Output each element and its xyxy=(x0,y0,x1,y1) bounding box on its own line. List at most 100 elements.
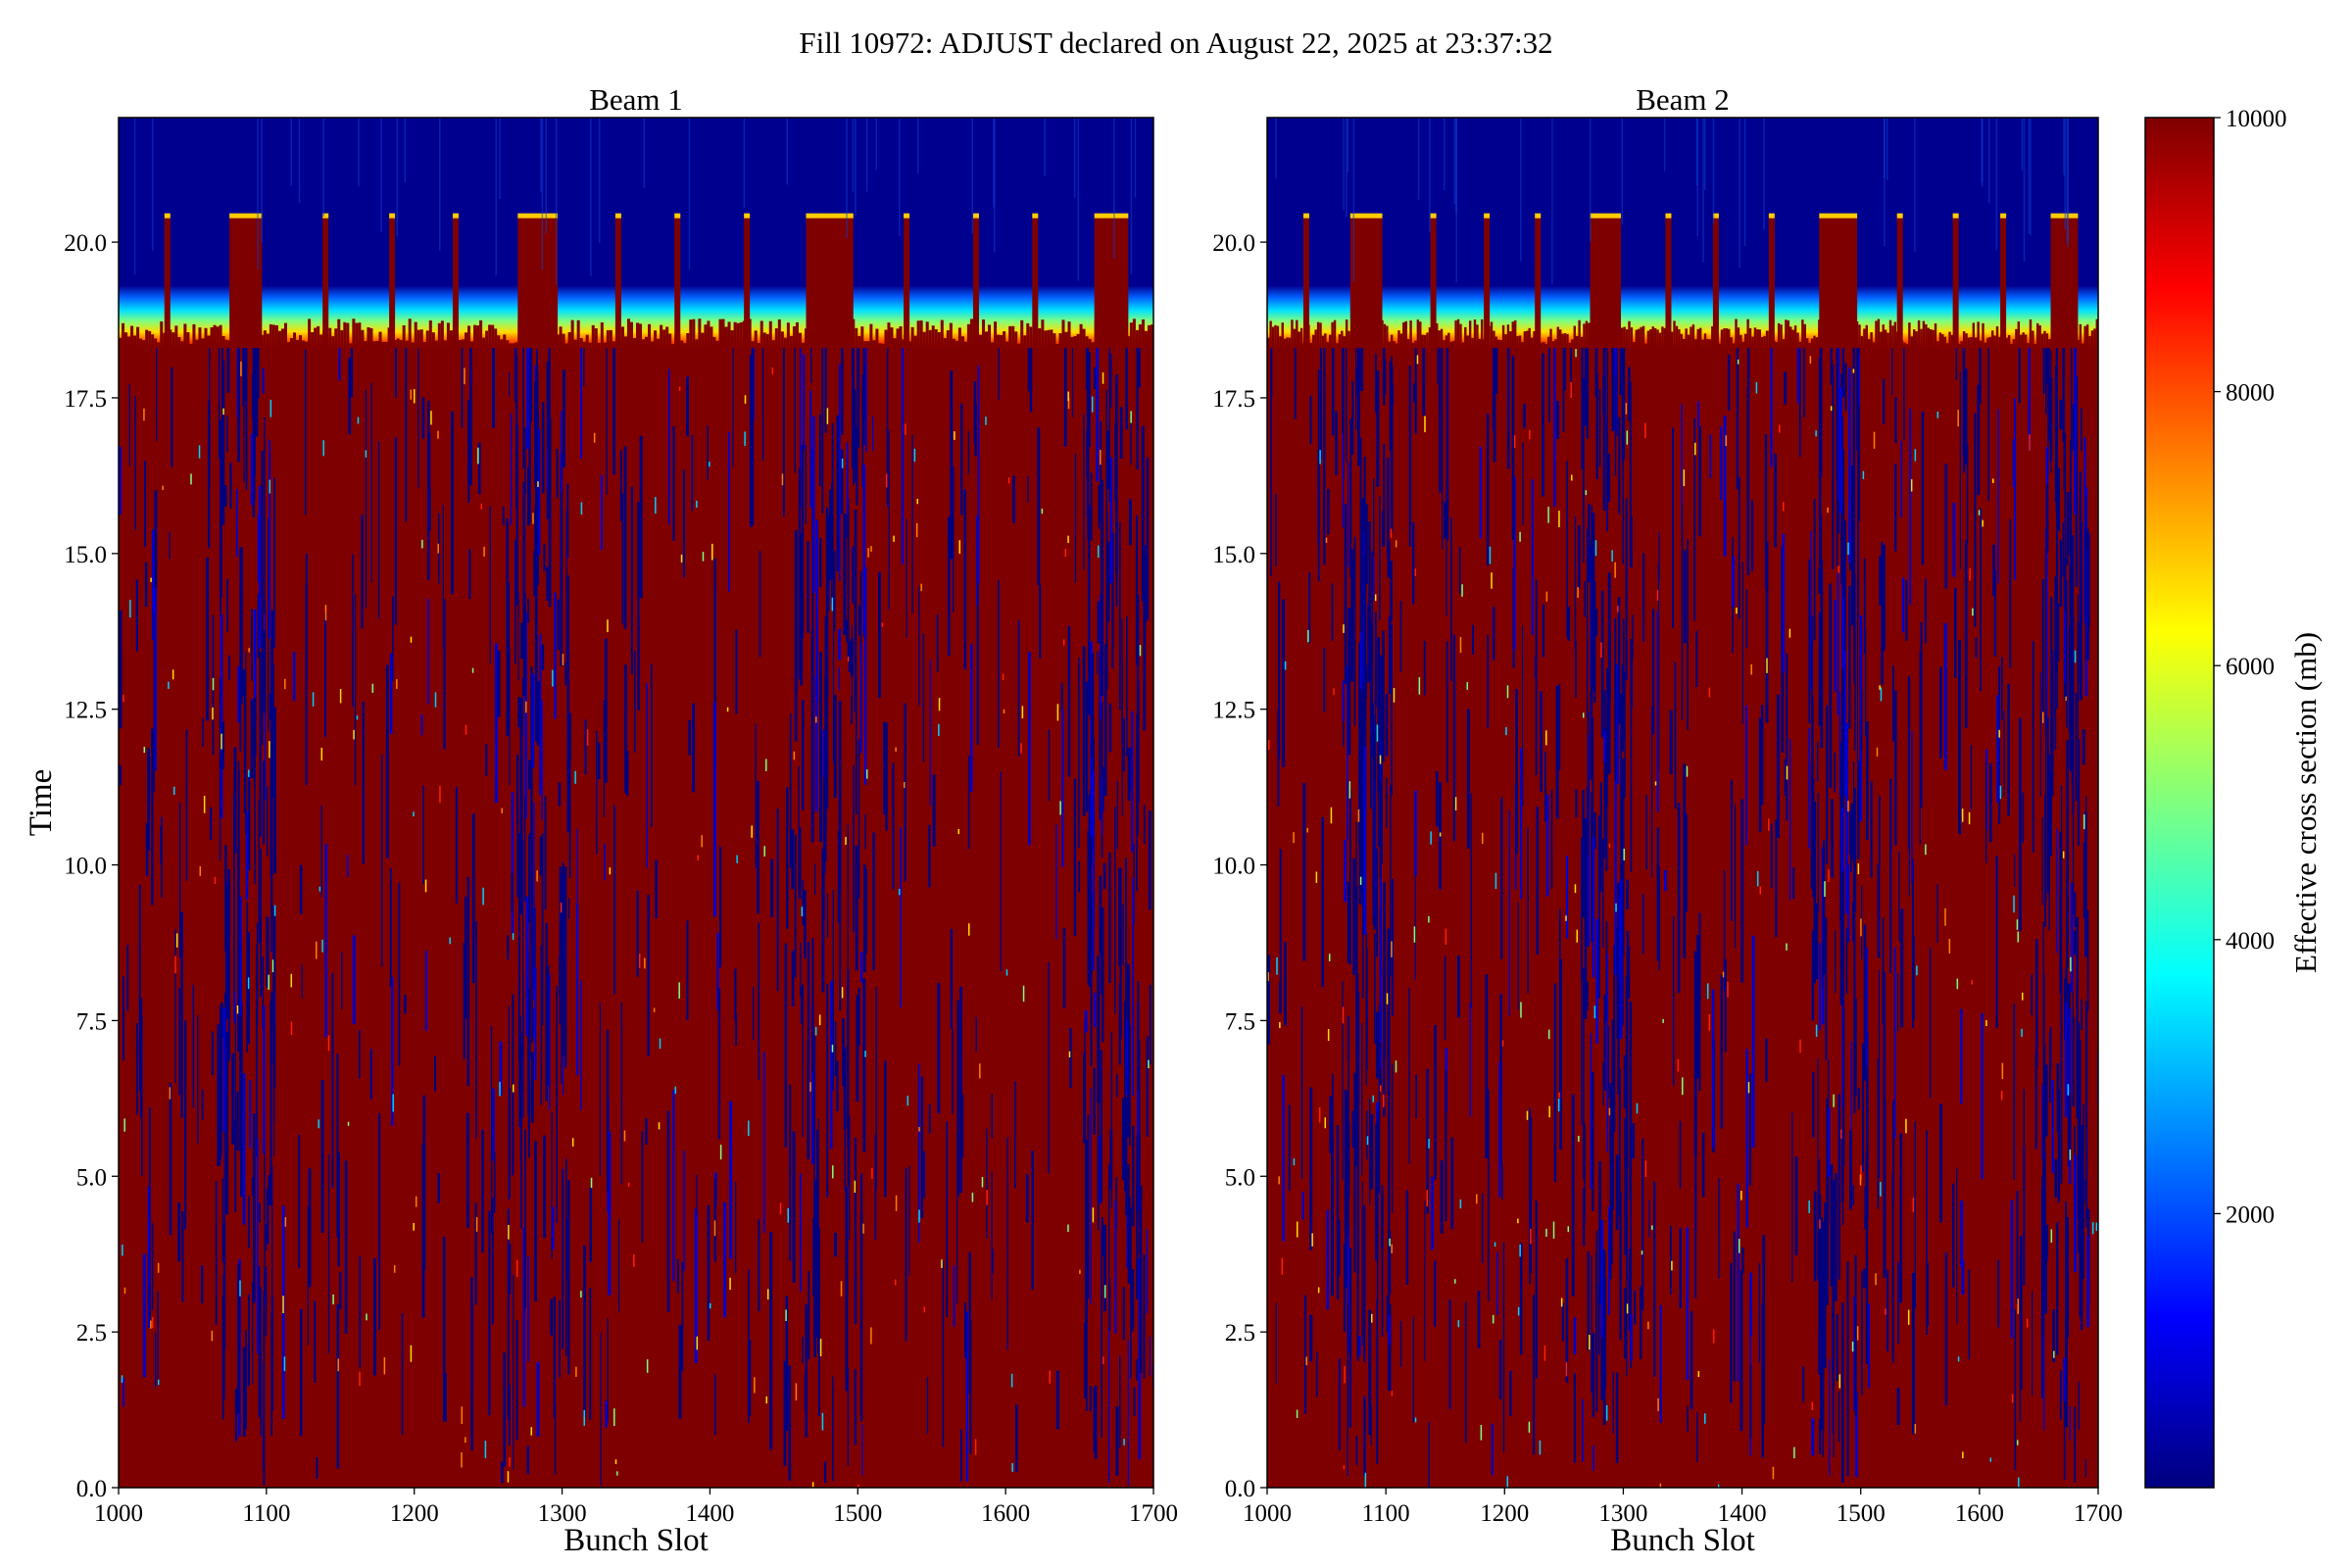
low-streak xyxy=(1508,809,1511,1016)
speckle xyxy=(1589,1335,1591,1350)
low-streak xyxy=(808,1271,810,1360)
low-streak xyxy=(1581,969,1583,1125)
low-streak xyxy=(359,1255,362,1368)
low-streak xyxy=(1365,932,1367,1086)
low-streak xyxy=(1640,1286,1642,1359)
low-streak xyxy=(1062,928,1066,1008)
low-streak xyxy=(1118,522,1121,710)
low-streak xyxy=(1812,831,1816,898)
edge-cell xyxy=(757,342,760,350)
low-streak xyxy=(1863,558,1866,655)
low-streak xyxy=(1399,1320,1402,1367)
speckle xyxy=(614,1459,617,1464)
edge-cell xyxy=(2032,330,2034,350)
edge-cell xyxy=(1269,320,1272,350)
edge-cell xyxy=(1621,327,1624,350)
edge-cell xyxy=(2090,330,2094,350)
speckle xyxy=(811,1482,814,1488)
edge-cell xyxy=(1014,331,1018,350)
speckle xyxy=(1317,1287,1320,1294)
speckle xyxy=(536,870,538,882)
low-streak xyxy=(605,1400,608,1428)
train-edge xyxy=(1094,213,1129,219)
top-streak xyxy=(1702,118,1704,263)
low-streak xyxy=(1487,1089,1490,1301)
low-streak xyxy=(800,533,804,686)
x-tick-label: 1500 xyxy=(833,1500,882,1527)
speckle xyxy=(1364,1472,1367,1488)
low-streak xyxy=(521,839,524,991)
spike-tip xyxy=(674,213,681,219)
low-streak xyxy=(1813,499,1816,641)
speckle xyxy=(711,543,713,561)
low-streak xyxy=(1818,1329,1821,1375)
edge-cell xyxy=(1061,319,1065,350)
edge-cell xyxy=(1905,344,1909,350)
low-streak xyxy=(362,702,366,864)
low-streak xyxy=(1138,348,1141,388)
edge-cell xyxy=(1561,333,1564,350)
low-streak xyxy=(1353,536,1356,726)
low-streak xyxy=(1485,974,1489,1159)
speckle xyxy=(1545,730,1547,746)
speckle xyxy=(1148,1059,1150,1069)
speckle xyxy=(1876,747,1879,757)
low-streak xyxy=(1105,389,1107,528)
speckle xyxy=(701,835,703,848)
speckle xyxy=(1428,1139,1430,1149)
low-streak xyxy=(1642,1139,1644,1311)
speckle xyxy=(1293,1158,1296,1166)
edge-cell xyxy=(1977,321,1980,350)
speckle xyxy=(353,729,355,740)
edge-cell xyxy=(1628,320,1631,350)
edge-cell xyxy=(928,329,932,350)
low-streak xyxy=(2070,657,2073,772)
low-streak xyxy=(1412,383,1416,403)
top-streak xyxy=(1884,118,1886,247)
edge-cell xyxy=(1805,338,1809,350)
low-streak xyxy=(826,984,829,1198)
low-streak xyxy=(352,554,354,708)
low-streak xyxy=(1370,1113,1374,1190)
low-streak xyxy=(696,1174,698,1215)
speckle xyxy=(1575,349,1577,358)
edge-cell xyxy=(1694,339,1697,350)
low-streak xyxy=(1911,1272,1915,1435)
edge-cell xyxy=(1341,330,1344,350)
low-streak xyxy=(1889,778,1892,855)
low-streak xyxy=(1323,348,1326,565)
edge-cell xyxy=(1732,343,1736,350)
speckle xyxy=(1948,938,1951,954)
low-streak xyxy=(185,729,188,881)
speckle xyxy=(123,1118,125,1132)
low-streak xyxy=(875,987,877,1189)
edge-cell xyxy=(2082,343,2084,350)
low-streak xyxy=(1319,348,1322,460)
edge-cell xyxy=(2048,339,2051,350)
low-streak xyxy=(1695,630,1698,688)
speckle xyxy=(1102,372,1104,384)
low-streak xyxy=(268,1175,271,1205)
low-streak xyxy=(1351,380,1354,455)
low-streak xyxy=(1302,782,1306,961)
edge-cell xyxy=(1915,331,1918,350)
low-streak xyxy=(181,1210,184,1302)
edge-cell xyxy=(718,318,722,350)
edge-cell xyxy=(1481,318,1484,350)
low-streak xyxy=(217,1024,220,1166)
low-streak xyxy=(370,382,372,583)
low-streak xyxy=(1730,779,1734,921)
low-streak xyxy=(2078,1382,2081,1430)
edge-cell xyxy=(198,327,202,350)
low-streak xyxy=(262,599,264,746)
low-streak xyxy=(748,1340,752,1416)
edge-cell xyxy=(798,332,802,350)
low-streak xyxy=(1006,1137,1008,1350)
low-streak xyxy=(2079,471,2082,683)
top-streak xyxy=(290,118,292,186)
edge-cell xyxy=(434,340,438,350)
low-streak xyxy=(666,1110,670,1312)
edge-cell xyxy=(204,327,208,350)
low-streak xyxy=(270,610,274,798)
low-streak xyxy=(1849,1130,1852,1210)
